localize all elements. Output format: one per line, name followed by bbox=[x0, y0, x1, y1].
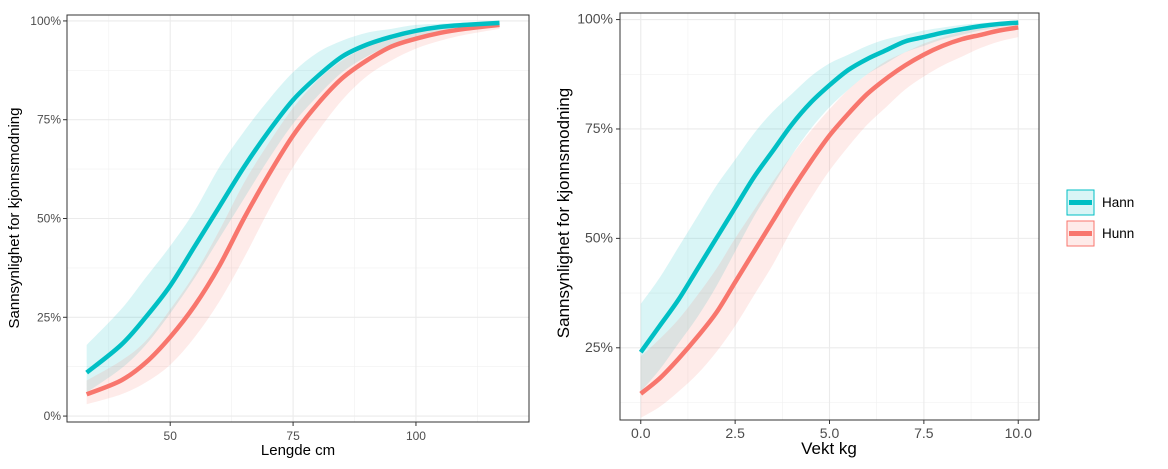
panel-length: 0% 25% 50% 75% 100% 50 75 100 Lengde cm Sannsy… bbox=[6, 14, 530, 459]
x-tick-label: 7.5 bbox=[914, 425, 934, 441]
ribbon-hann bbox=[640, 20, 1019, 392]
y-tick-label: 75% bbox=[585, 120, 613, 136]
y-axis-ticks: 25% 50% 75% 100% bbox=[577, 11, 620, 355]
series-lines bbox=[85, 20, 500, 397]
legend-item-hann: Hann bbox=[1066, 189, 1134, 216]
x-tick-label: 50 bbox=[164, 429, 178, 443]
grid-lines bbox=[67, 15, 529, 422]
confidence-ribbons bbox=[640, 20, 1019, 418]
legend: Hann Hunn bbox=[1066, 189, 1134, 247]
line-hunn bbox=[639, 25, 1019, 396]
panel-weight: 25% 50% 75% 100% 0.0 2.5 5.0 7.5 10.0 Vekt kg S… bbox=[554, 11, 1040, 458]
y-axis-title: Sannsynlighet for kjonnsmodning bbox=[554, 88, 573, 338]
x-tick-label: 5.0 bbox=[820, 425, 840, 441]
y-tick-label: 25% bbox=[585, 339, 613, 355]
x-tick-label: 10.0 bbox=[1005, 425, 1032, 441]
y-axis-ticks: 0% 25% 50% 75% 100% bbox=[30, 14, 67, 423]
y-tick-label: 100% bbox=[577, 11, 613, 27]
y-tick-label: 100% bbox=[30, 14, 61, 28]
x-tick-label: 0.0 bbox=[631, 425, 651, 441]
y-tick-label: 75% bbox=[37, 113, 61, 127]
series-lines bbox=[638, 20, 1019, 396]
x-tick-label: 100 bbox=[406, 429, 426, 443]
y-tick-label: 50% bbox=[37, 212, 61, 226]
x-axis-ticks: 50 75 100 bbox=[164, 422, 426, 443]
ribbon-hann bbox=[86, 21, 500, 393]
x-axis-title: Vekt kg bbox=[801, 439, 857, 458]
y-axis-title: Sannsynlighet for kjonnsmodning bbox=[6, 108, 23, 329]
y-tick-label: 0% bbox=[44, 409, 62, 423]
y-tick-label: 25% bbox=[37, 310, 61, 324]
ribbon-hunn bbox=[640, 23, 1019, 418]
line-hunn bbox=[85, 22, 500, 397]
x-tick-label: 75 bbox=[286, 429, 300, 443]
x-axis-title: Lengde cm bbox=[261, 442, 335, 459]
x-axis-ticks: 0.0 2.5 5.0 7.5 10.0 bbox=[631, 420, 1032, 441]
y-tick-label: 50% bbox=[585, 229, 613, 245]
line-hann bbox=[85, 20, 500, 375]
legend-label-hunn: Hunn bbox=[1102, 226, 1134, 241]
legend-label-hann: Hann bbox=[1102, 195, 1134, 210]
x-tick-label: 2.5 bbox=[725, 425, 745, 441]
legend-item-hunn: Hunn bbox=[1066, 220, 1134, 247]
line-hann bbox=[638, 20, 1019, 354]
